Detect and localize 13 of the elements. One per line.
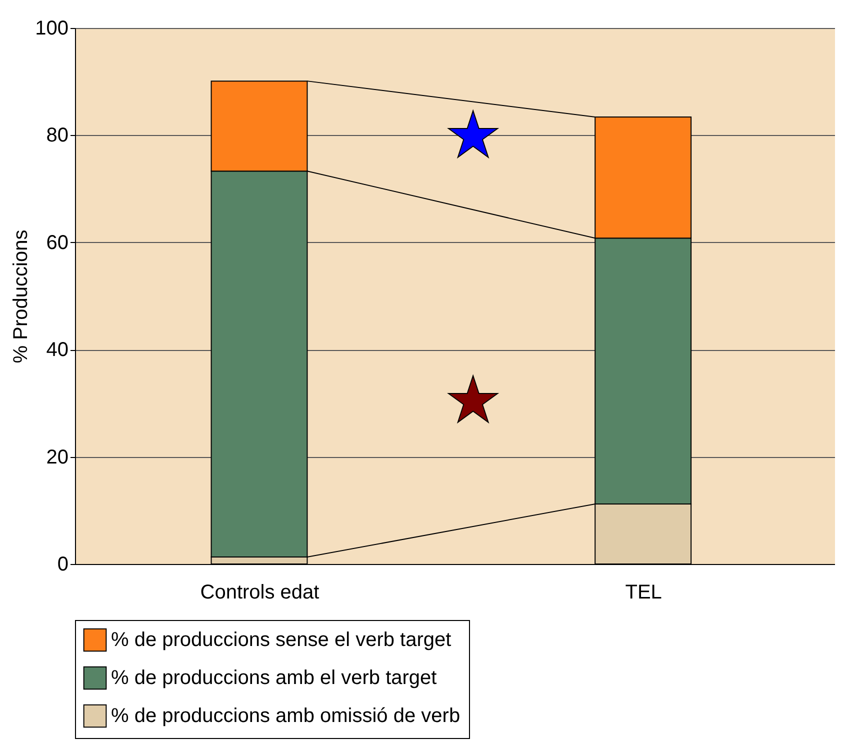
y-tick-label: 40 [46, 339, 68, 362]
x-tick-label: TEL [625, 582, 662, 604]
legend-label: % de produccions amb omissió de verb [111, 705, 460, 727]
y-tick-label: 60 [46, 232, 68, 254]
annotation: ★ [444, 364, 502, 438]
y-tick-label: 20 [46, 446, 68, 468]
y-axis-title: % Produccions [10, 230, 32, 364]
legend-label: % de produccions sense el verb target [111, 629, 452, 651]
legend-label: % de produccions amb el verb target [111, 667, 438, 689]
y-tick-label: 80 [46, 124, 68, 147]
x-tick-label: Controls edat [200, 582, 320, 604]
y-tick-label: 0 [57, 554, 68, 576]
y-tick-label: 100 [35, 18, 68, 40]
